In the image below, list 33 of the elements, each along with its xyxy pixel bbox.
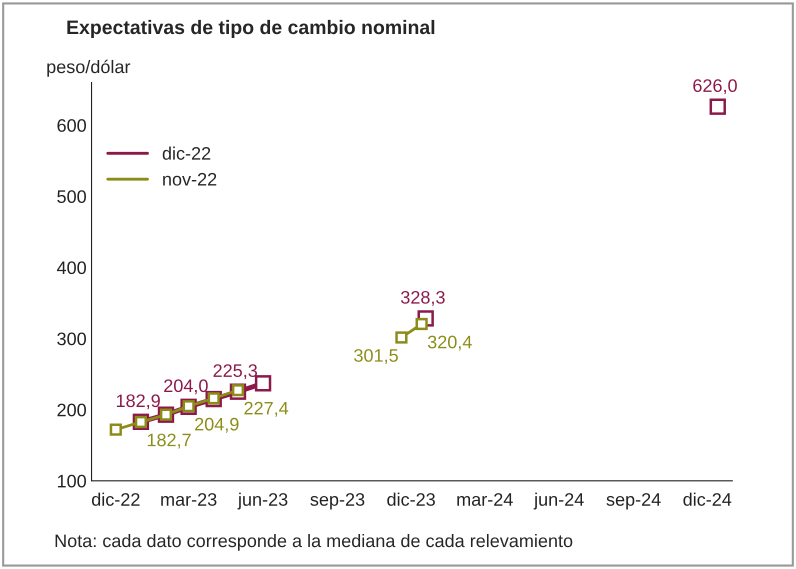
y-tick-label: 100 bbox=[58, 474, 86, 488]
x-tick-label: dic-22 bbox=[92, 492, 140, 506]
data-label: 328,3 bbox=[401, 290, 445, 306]
data-label: 182,9 bbox=[116, 394, 160, 410]
x-tick-label: sep-24 bbox=[606, 493, 661, 510]
data-label: 204,9 bbox=[195, 418, 239, 433]
text: Nota: cada dato corresponde a la mediana de cada relevamiento bbox=[56, 534, 572, 551]
x-tick-label: dic-23 bbox=[387, 492, 435, 506]
data-label: 204,0 bbox=[164, 379, 208, 394]
y-tick-label: 500 bbox=[57, 190, 86, 204]
point bbox=[395, 331, 408, 344]
data-label: 301,5 bbox=[354, 349, 398, 364]
y-tick-label: 400 bbox=[56, 261, 86, 274]
y-tick-label: 200 bbox=[57, 404, 86, 416]
y-axis-title: peso/dólar bbox=[47, 60, 130, 77]
point bbox=[110, 423, 122, 436]
chart-title: Expectativas de tipo de cambio nominal bbox=[67, 20, 434, 38]
x-tick-label: dic-24 bbox=[683, 492, 732, 506]
y-tick-label: 300 bbox=[57, 332, 86, 346]
legend-label: nov-22 bbox=[163, 172, 216, 186]
data-label: 320,4 bbox=[428, 336, 472, 351]
x-tick-label: jun-23 bbox=[238, 492, 288, 510]
x-tick-label: sep-23 bbox=[310, 493, 364, 510]
y-tick-label: 600 bbox=[57, 119, 86, 132]
legend-label: dic-22 bbox=[162, 146, 210, 160]
data-label: 626,0 bbox=[693, 79, 737, 94]
x-tick-label: jun-24 bbox=[534, 492, 584, 510]
data-label: 225,3 bbox=[214, 364, 258, 380]
data-label: 182,7 bbox=[148, 434, 191, 448]
x-tick-label: mar-23 bbox=[161, 493, 216, 506]
point bbox=[710, 98, 726, 115]
x-tick-label: mar-24 bbox=[457, 493, 513, 506]
data-label: 227,4 bbox=[244, 402, 288, 417]
